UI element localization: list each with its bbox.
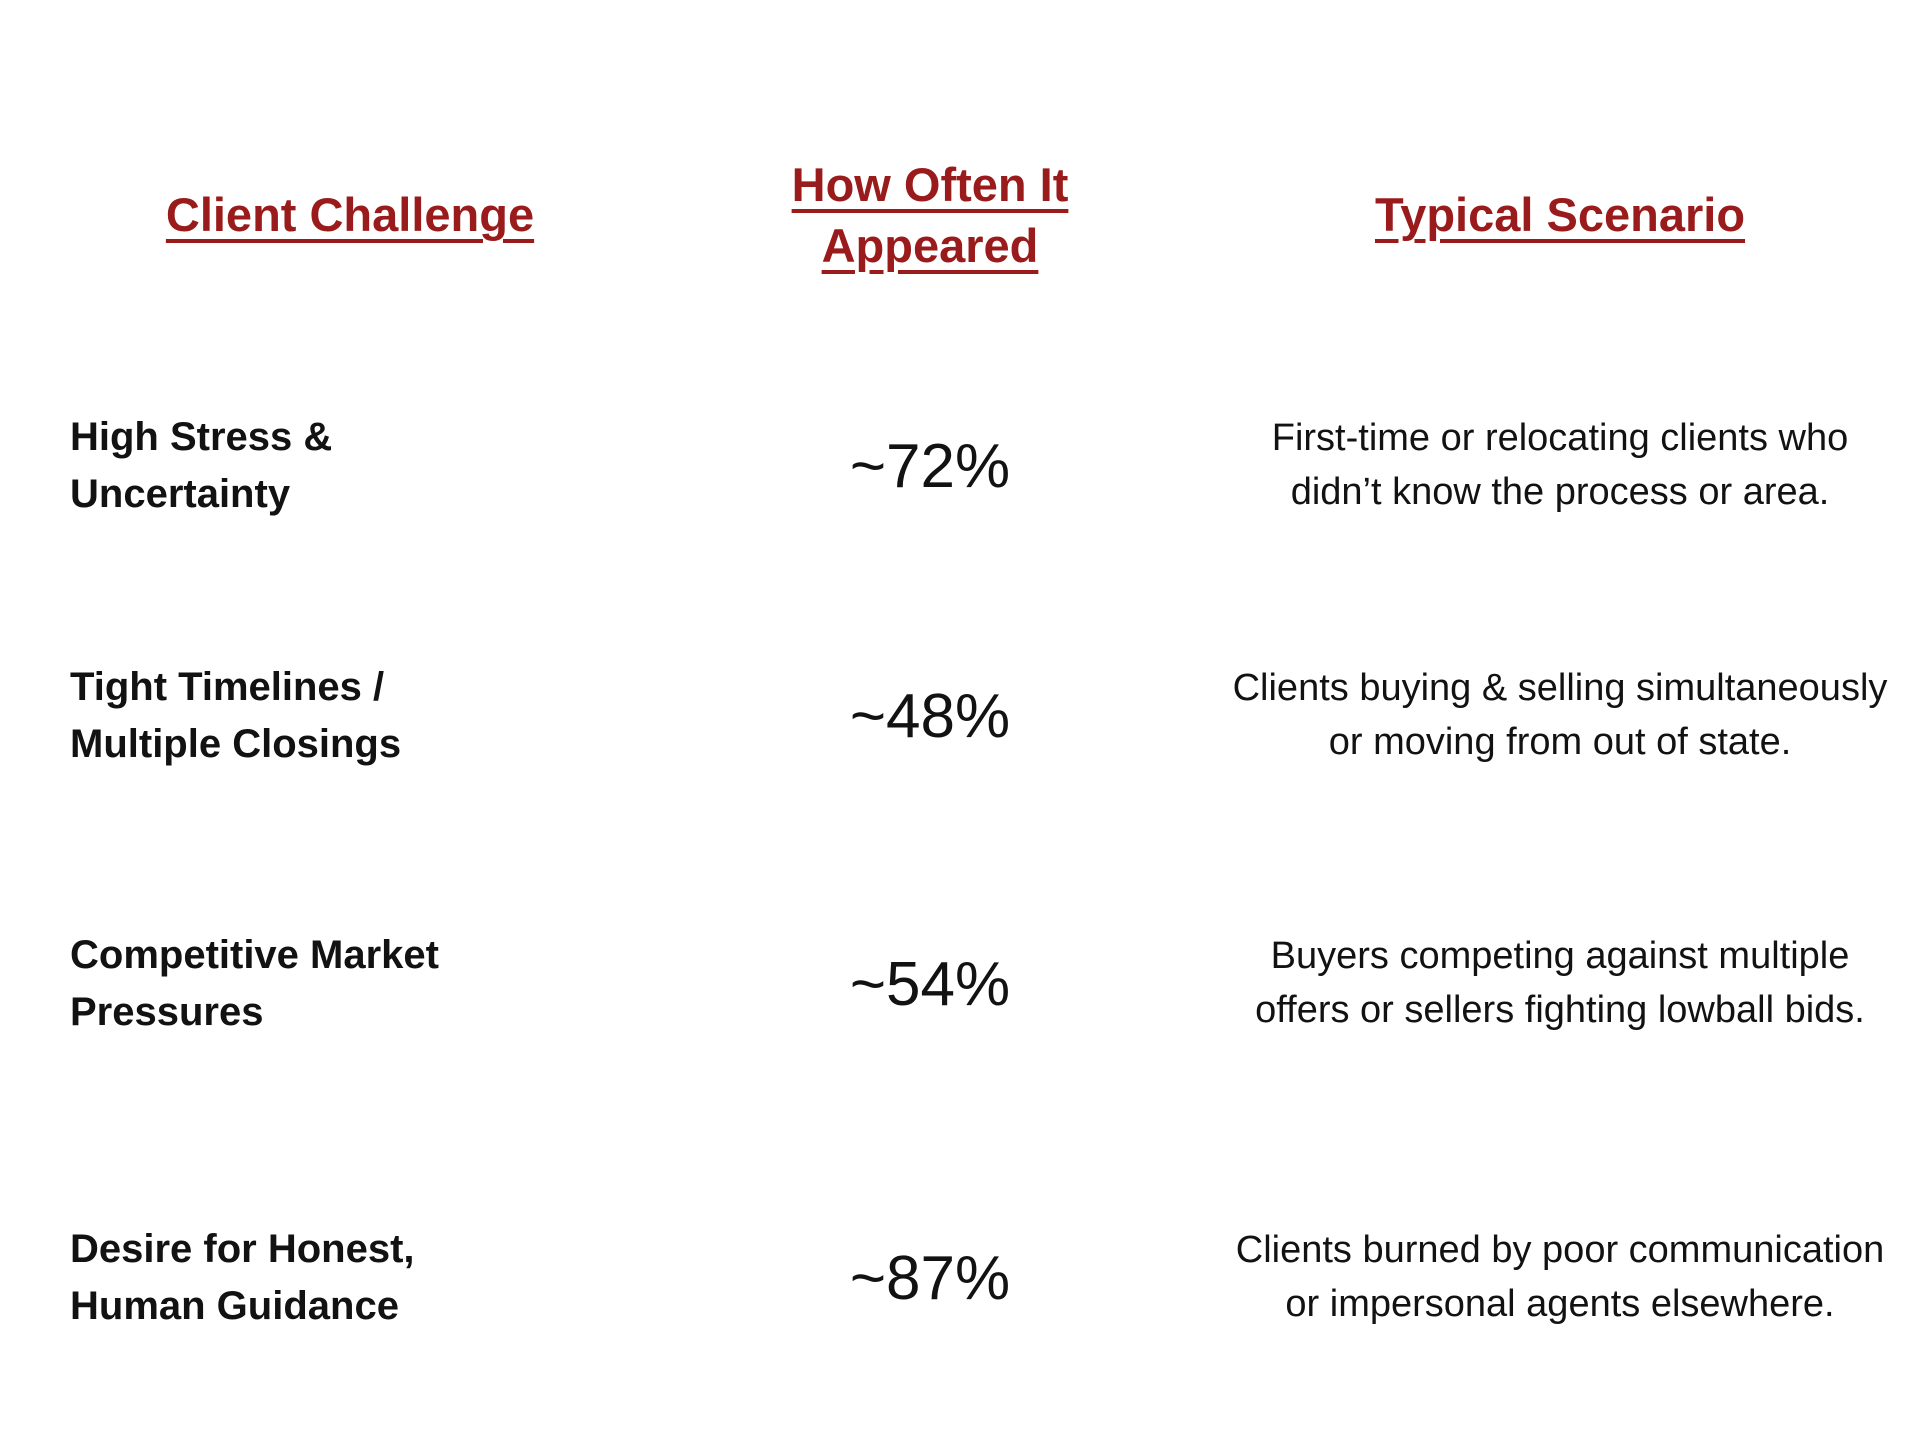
table-row: High Stress & Uncertainty ~72% First-tim… xyxy=(70,340,1880,592)
frequency-value: ~54% xyxy=(849,949,1011,1019)
challenge-label: Tight Timelines / Multiple Closings xyxy=(70,665,402,766)
scenario-text: Clients buying & selling simultaneously … xyxy=(1232,667,1888,763)
header-client-challenge: Client Challenge xyxy=(165,188,535,242)
scenario-text: Clients burned by poor communication or … xyxy=(1235,1229,1885,1325)
table-row: Competitive Market Pressures ~54% Buyers… xyxy=(70,840,1880,1128)
table-body: High Stress & Uncertainty ~72% First-tim… xyxy=(70,340,1887,1428)
frequency-value: ~72% xyxy=(849,431,1011,501)
scenario-text: Buyers competing against multiple offers… xyxy=(1255,935,1865,1031)
header-how-often-it-appeared: How Often It Appeared xyxy=(791,157,1069,272)
table-row: Tight Timelines / Multiple Closings ~48%… xyxy=(70,592,1887,840)
challenge-label: Competitive Market Pressures xyxy=(70,933,439,1034)
scenario-text: First-time or relocating clients who did… xyxy=(1271,417,1849,513)
table-header-row: Client Challenge How Often It Appeared T… xyxy=(70,130,1880,300)
table-row: Desire for Honest, Human Guidance ~87% C… xyxy=(70,1128,1884,1428)
challenge-label: High Stress & Uncertainty xyxy=(70,415,333,516)
frequency-value: ~87% xyxy=(849,1243,1011,1313)
header-typical-scenario: Typical Scenario xyxy=(1374,188,1746,242)
frequency-value: ~48% xyxy=(849,681,1011,751)
challenge-label: Desire for Honest, Human Guidance xyxy=(70,1227,415,1328)
